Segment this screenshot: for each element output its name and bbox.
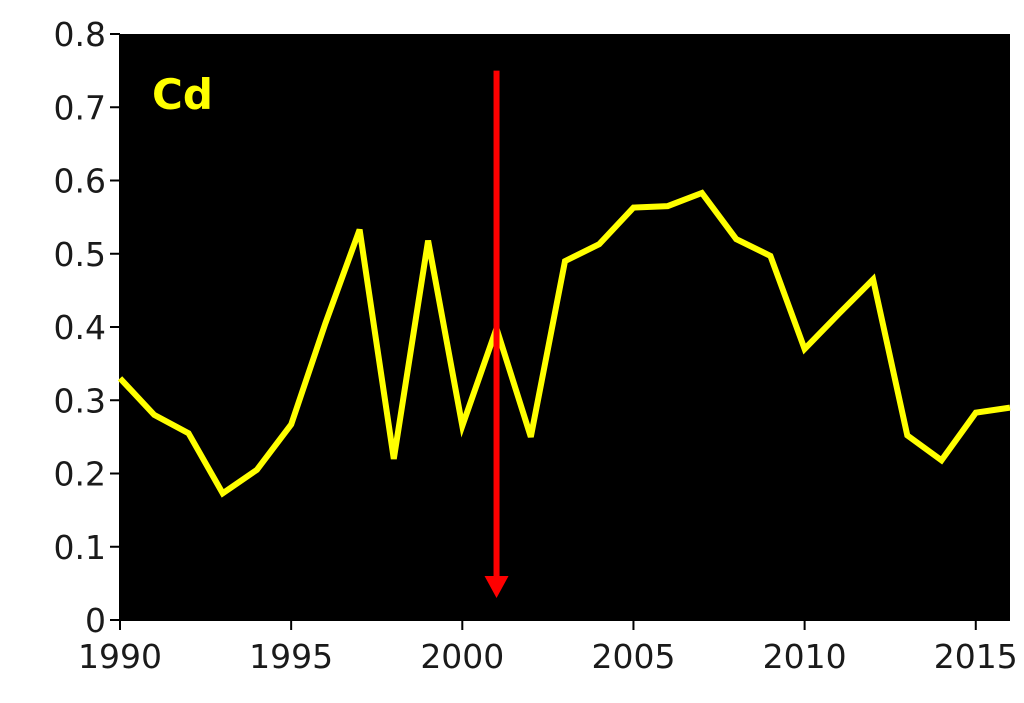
x-tick-label: 1990 (78, 637, 162, 676)
annotation-layer (484, 70, 509, 599)
series-layer (117, 189, 1011, 498)
y-tick-label: 0.2 (54, 455, 106, 494)
x-tick-label: 1995 (249, 637, 333, 676)
y-tick-label: 0.6 (54, 162, 106, 201)
plot-area (120, 34, 1010, 620)
x-tick-label: 2010 (763, 637, 847, 676)
x-tick-label: 2015 (934, 637, 1018, 676)
annotation-arrow-head (484, 576, 509, 599)
y-tick-label: 0.1 (54, 528, 106, 567)
y-tick-label: 0 (85, 601, 106, 640)
y-tick-label: 0.8 (54, 15, 106, 54)
x-axis: 1990 1995 2000 2005 2010 2015 (78, 619, 1018, 676)
x-tick-label: 2005 (591, 637, 675, 676)
series-label-cd: Cd (152, 70, 213, 119)
y-tick-label: 0.5 (54, 235, 106, 274)
y-tick-label: 0.3 (54, 381, 106, 420)
y-tick-label: 0.4 (54, 308, 106, 347)
x-tick-label: 2000 (420, 637, 504, 676)
series-line-cd (117, 189, 1011, 498)
y-tick-label: 0.7 (54, 88, 106, 127)
y-axis: 0 0.1 0.2 0.3 0.4 0.5 0.6 0.7 0.8 (54, 15, 121, 640)
